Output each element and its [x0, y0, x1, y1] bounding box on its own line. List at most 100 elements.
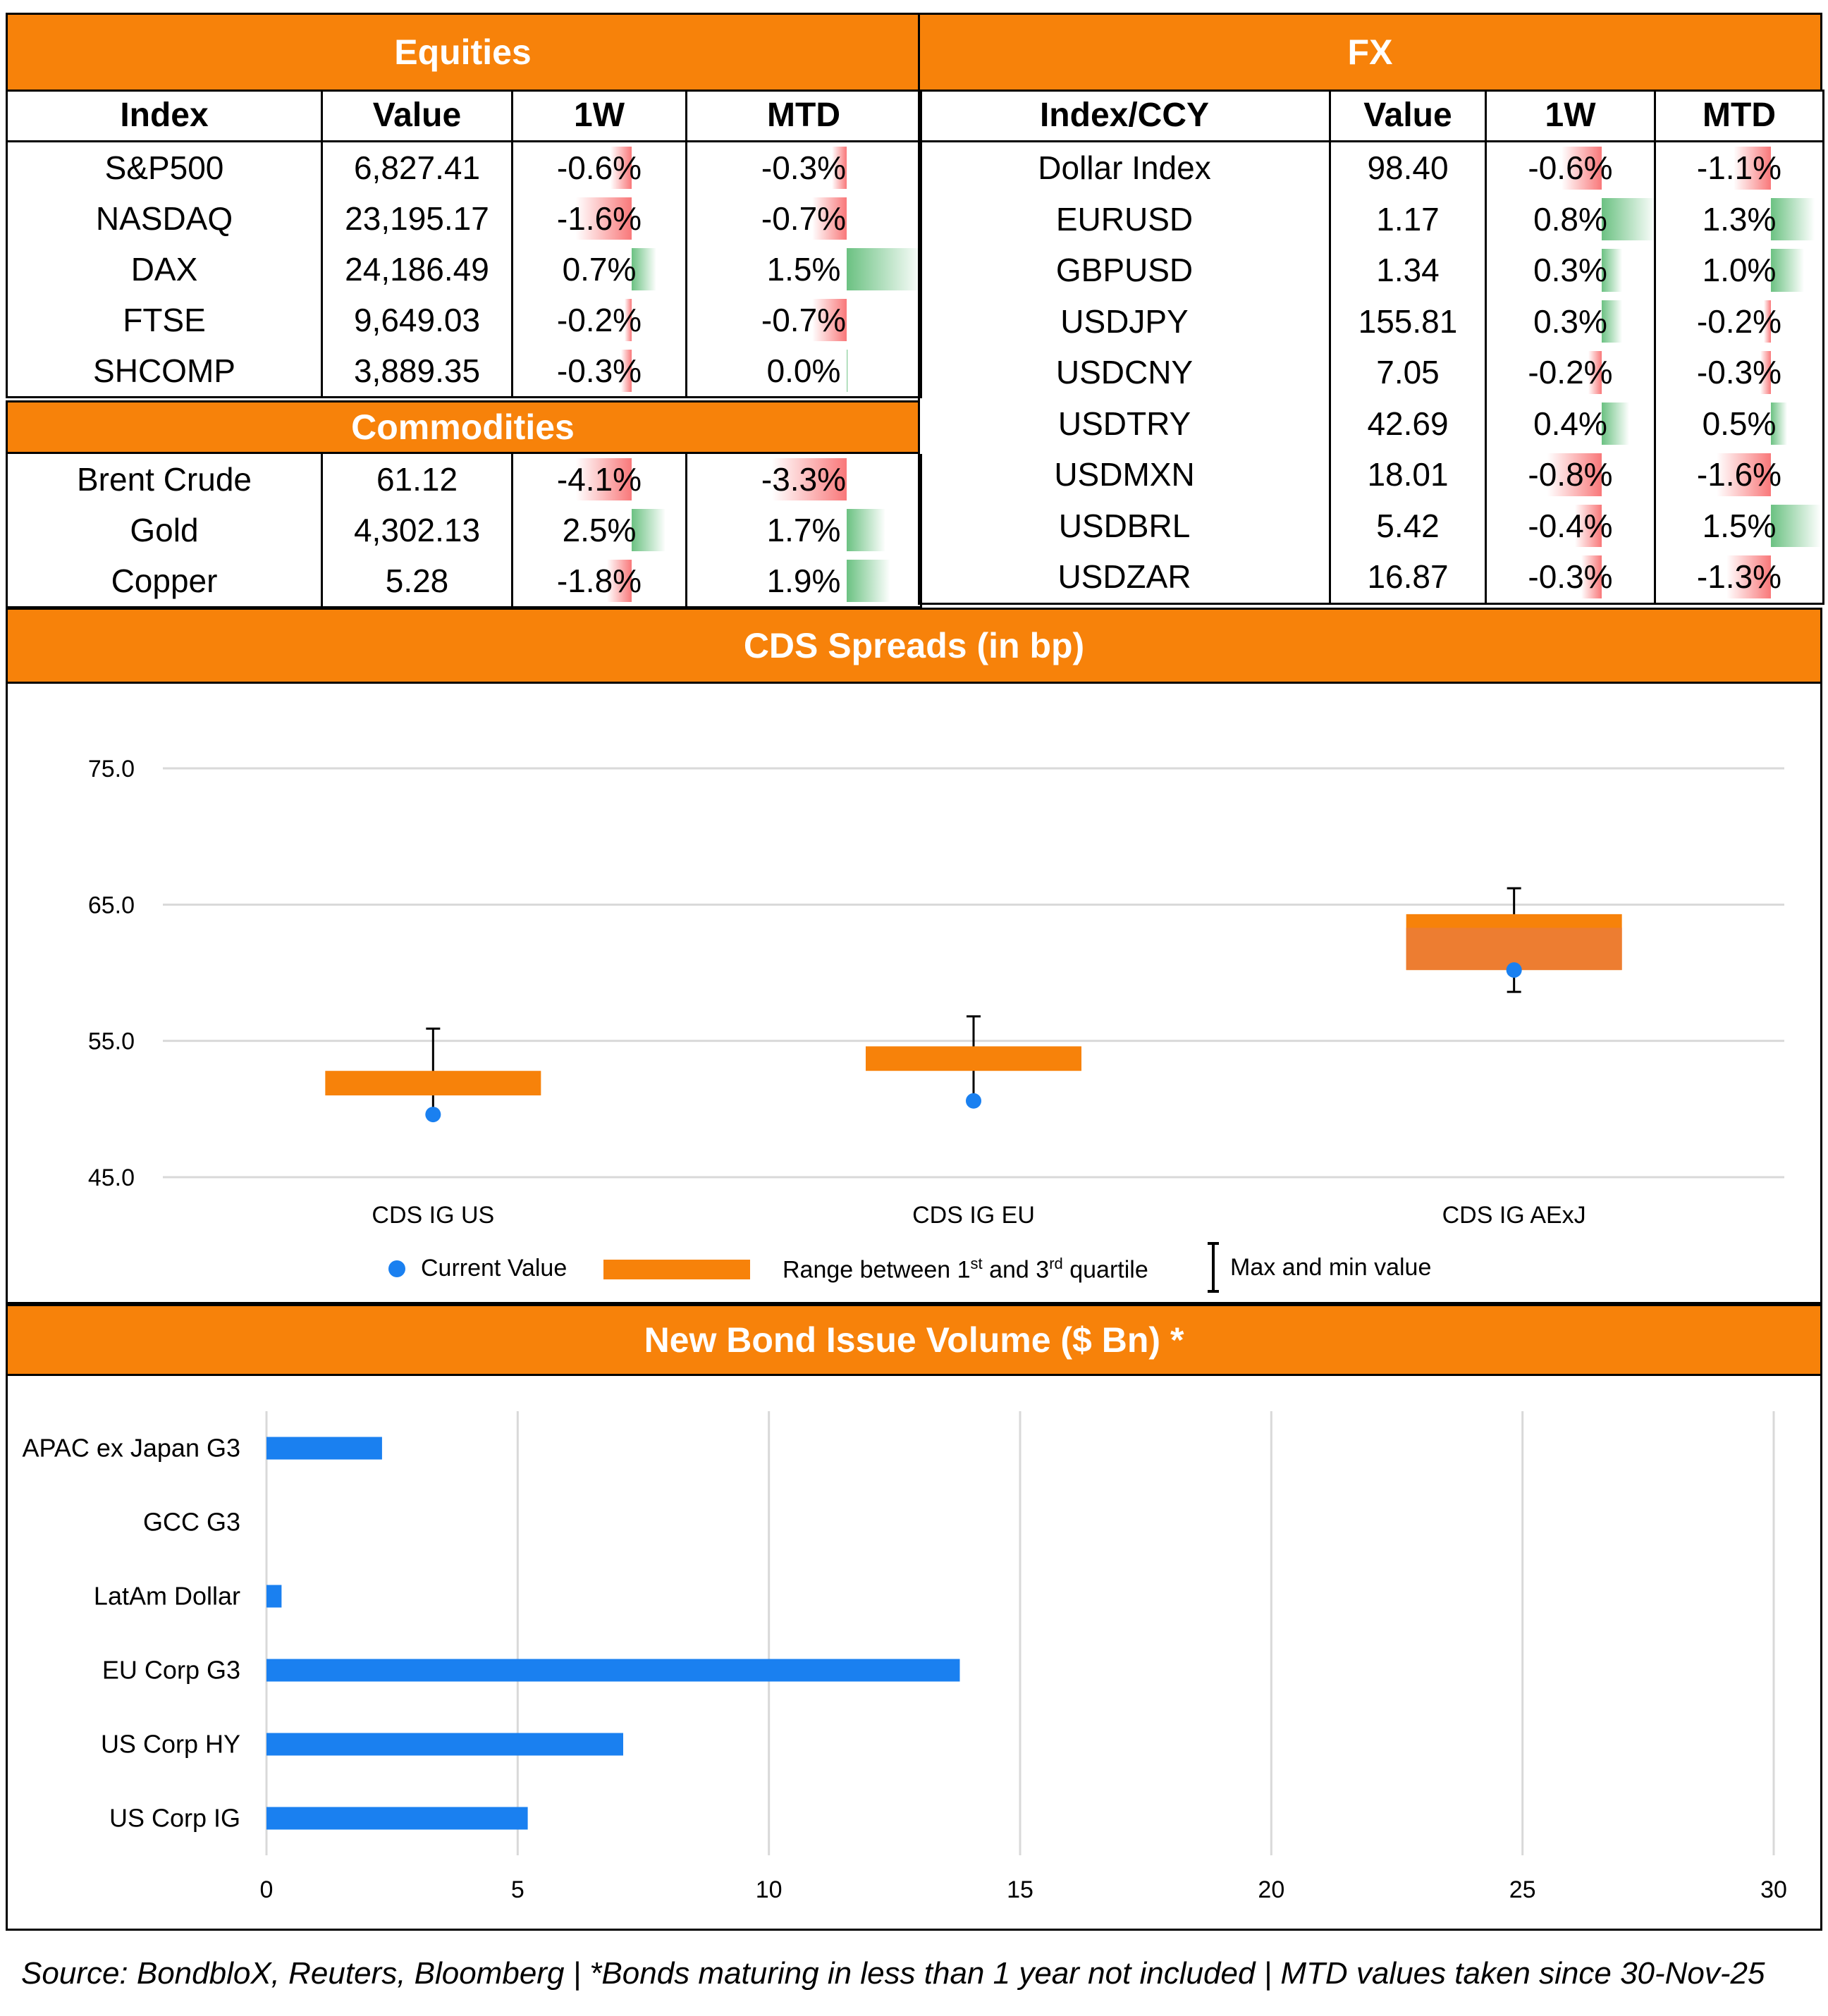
commodities-row: Copper 5.28 -1.8% 1.9%: [6, 555, 922, 608]
current-value-point: [1506, 962, 1522, 978]
negative-databar: [1726, 555, 1771, 598]
negative-databar: [1760, 351, 1771, 394]
positive-databar: [1770, 504, 1822, 547]
x-tick-label: 20: [1258, 1876, 1284, 1903]
x-category-label: CDS IG AExJ: [1442, 1202, 1586, 1229]
negative-databar: [1574, 504, 1602, 547]
negative-databar: [832, 147, 847, 189]
equities-pct-text: -0.2%: [556, 302, 642, 338]
negative-databar: [1581, 555, 1602, 598]
fx-pct-text: -0.2%: [1528, 354, 1613, 391]
negative-databar: [621, 350, 632, 392]
negative-databar: [771, 458, 847, 500]
equities-1w-cell: -0.6%: [511, 141, 687, 193]
fx-1w-cell: -0.2%: [1485, 347, 1656, 398]
equities-header-1w: 1W: [511, 90, 687, 142]
cds-chart: 75.0 65.0 55.0 45.0 CDS IG US CDS IG EU CDS IG…: [88, 756, 1784, 1229]
legend-errorbar-icon: [1208, 1242, 1219, 1293]
fx-name-cell: USDMXN: [918, 449, 1331, 500]
fx-value-cell: 16.87: [1329, 551, 1487, 603]
x-tick-label: 5: [511, 1876, 525, 1903]
commodities-pct-text: 1.7%: [766, 512, 841, 548]
fx-mtd-cell: 1.0%: [1654, 245, 1824, 296]
legend-dot-icon: [388, 1260, 405, 1277]
y-category-label: GCC G3: [143, 1508, 240, 1537]
x-tick-label: 15: [1007, 1876, 1033, 1903]
fx-name-cell: USDJPY: [918, 295, 1331, 347]
negative-databar: [607, 560, 632, 602]
equities-name-cell: NASDAQ: [6, 193, 323, 244]
equities-row: NASDAQ 23,195.17 -1.6% -0.7%: [6, 193, 922, 244]
fx-pct-text: -1.3%: [1696, 558, 1782, 596]
negative-databar: [575, 197, 632, 240]
equities-pct-text: 1.5%: [766, 251, 841, 288]
equities-mtd-cell: 0.0%: [685, 345, 922, 398]
commodities-row: Gold 4,302.13 2.5% 1.7%: [6, 505, 922, 555]
y-category-label: US Corp HY: [101, 1730, 240, 1759]
fx-name-cell: USDBRL: [918, 500, 1331, 551]
equities-1w-cell: 0.7%: [511, 244, 687, 295]
fx-mtd-cell: -1.3%: [1654, 551, 1824, 603]
y-tick-label: 75.0: [88, 756, 135, 782]
commodities-row: Brent Crude 61.12 -4.1% -3.3%: [6, 454, 922, 505]
equities-mtd-cell: -0.3%: [685, 141, 922, 193]
fx-pct-text: 0.3%: [1533, 302, 1607, 340]
cds-chart-panel: 75.0 65.0 55.0 45.0 CDS IG US CDS IG EU CDS IG…: [6, 682, 1822, 1304]
fx-mtd-cell: -1.6%: [1654, 449, 1824, 500]
commodities-pct-text: -4.1%: [556, 461, 642, 498]
bond-volume-bar: [266, 1659, 960, 1682]
cds-title: CDS Spreads (in bp): [6, 608, 1822, 684]
fx-1w-cell: -0.3%: [1485, 551, 1656, 603]
y-category-label: LatAm Dollar: [94, 1582, 240, 1611]
commodities-title-text: Commodities: [351, 407, 575, 447]
y-category-label: EU Corp G3: [102, 1656, 240, 1685]
fx-row: GBPUSD 1.34 0.3% 1.0%: [918, 245, 1824, 296]
fx-pct-text: 0.8%: [1533, 200, 1607, 238]
equities-title-text: Equities: [394, 32, 532, 72]
equities-pct-text: -0.6%: [556, 149, 642, 186]
commodities-pct-text: -3.3%: [761, 461, 847, 498]
commodities-1w-cell: 2.5%: [511, 505, 687, 555]
negative-databar: [811, 197, 847, 240]
y-category-label: US Corp IG: [109, 1804, 240, 1833]
commodities-name-cell: Copper: [6, 555, 323, 608]
fx-value-cell: 1.17: [1329, 193, 1487, 245]
negative-databar: [1717, 453, 1771, 496]
positive-databar: [631, 248, 656, 290]
fx-pct-text: -0.8%: [1528, 456, 1613, 493]
fx-title: FX: [918, 13, 1822, 92]
fx-mtd-cell: 0.5%: [1654, 398, 1824, 449]
negative-databar: [1733, 147, 1771, 190]
positive-databar: [1602, 300, 1622, 343]
negative-databar: [1547, 453, 1602, 496]
legend-range-label: Range between 1st and 3rd quartile: [783, 1255, 1148, 1284]
equities-value-cell: 6,827.41: [321, 141, 513, 193]
bond-volume-bar: [266, 1807, 528, 1830]
fx-value-cell: 18.01: [1329, 449, 1487, 500]
bond-title-text: New Bond Issue Volume ($ Bn) *: [644, 1320, 1184, 1360]
equities-header-value: Value: [321, 90, 513, 142]
fx-table: Index/CCY Value 1W MTD Dollar Index 98.40…: [918, 90, 1824, 605]
positive-databar: [1770, 249, 1805, 292]
fx-mtd-cell: 1.5%: [1654, 500, 1824, 551]
commodities-value-cell: 61.12: [321, 454, 513, 505]
legend-current-value: Current Value: [388, 1255, 567, 1282]
y-category-label: APAC ex Japan G3: [23, 1434, 241, 1463]
fx-pct-text: 1.5%: [1702, 507, 1777, 544]
fx-pct-text: -0.3%: [1696, 354, 1782, 391]
fx-row: USDMXN 18.01 -0.8% -1.6%: [918, 449, 1824, 500]
commodities-mtd-cell: -3.3%: [685, 454, 922, 505]
fx-mtd-cell: -1.1%: [1654, 141, 1824, 194]
equities-name-cell: SHCOMP: [6, 345, 323, 398]
commodities-name-cell: Gold: [6, 505, 323, 555]
equities-row: SHCOMP 3,889.35 -0.3% 0.0%: [6, 345, 922, 398]
equities-row: DAX 24,186.49 0.7% 1.5%: [6, 244, 922, 295]
fx-row: USDJPY 155.81 0.3% -0.2%: [918, 295, 1824, 347]
fx-row: USDCNY 7.05 -0.2% -0.3%: [918, 347, 1824, 398]
equities-value-cell: 9,649.03: [321, 295, 513, 345]
commodities-name-cell: Brent Crude: [6, 454, 323, 505]
negative-databar: [611, 147, 632, 189]
equities-1w-cell: -0.3%: [511, 345, 687, 398]
fx-pct-text: -0.3%: [1528, 558, 1613, 596]
